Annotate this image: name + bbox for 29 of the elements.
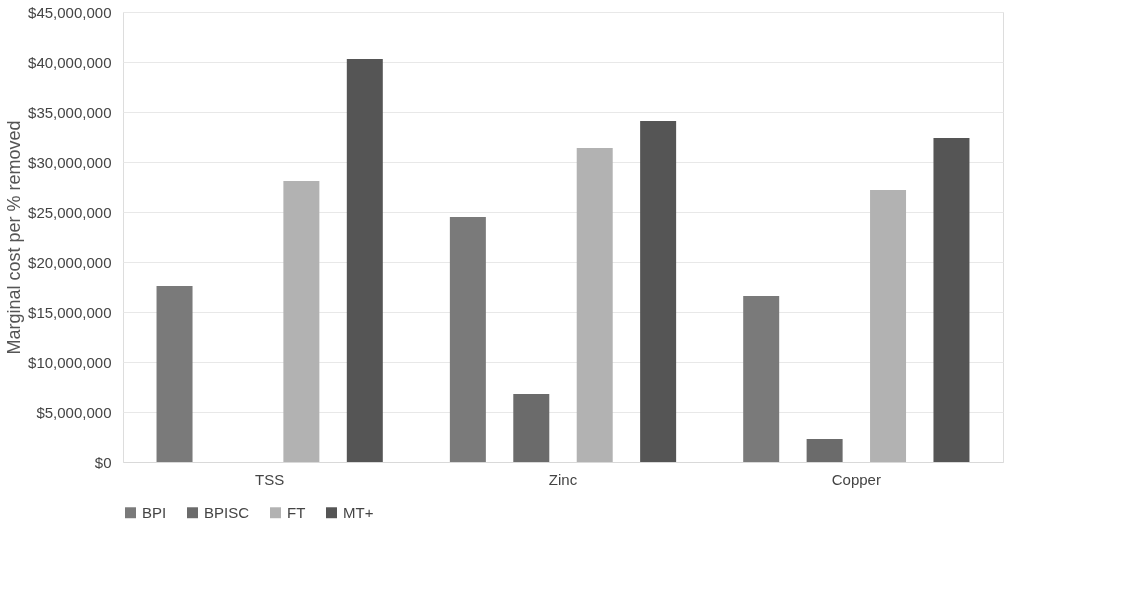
bar xyxy=(743,296,780,462)
legend-label: MT+ xyxy=(343,503,374,521)
y-tick-label: $45,000,000 xyxy=(28,3,112,21)
legend-label: BPISC xyxy=(204,503,250,521)
bar xyxy=(933,138,970,462)
y-axis-title: Marginal cost per % removed xyxy=(4,120,25,355)
y-tick-label: $10,000,000 xyxy=(28,353,112,371)
legend-label: FT xyxy=(287,503,306,521)
bar xyxy=(449,217,486,462)
bar xyxy=(346,59,383,462)
bar xyxy=(283,181,320,462)
bar xyxy=(806,439,843,462)
legend-label: BPI xyxy=(142,503,167,521)
bar xyxy=(156,286,193,462)
bar xyxy=(513,394,550,462)
x-tick-label: Copper xyxy=(831,470,881,488)
bar xyxy=(870,190,907,462)
bar xyxy=(576,148,613,462)
y-tick-label: $30,000,000 xyxy=(28,153,112,171)
y-tick-label: $0 xyxy=(94,453,112,471)
y-tick-label: $15,000,000 xyxy=(28,303,112,321)
y-tick-label: $5,000,000 xyxy=(36,403,112,421)
bar xyxy=(640,121,677,462)
x-tick-label: TSS xyxy=(255,470,285,488)
y-tick-label: $35,000,000 xyxy=(28,103,112,121)
y-tick-label: $20,000,000 xyxy=(28,253,112,271)
x-tick-label: Zinc xyxy=(548,470,578,488)
y-tick-label: $40,000,000 xyxy=(28,53,112,71)
y-tick-label: $25,000,000 xyxy=(28,203,112,221)
